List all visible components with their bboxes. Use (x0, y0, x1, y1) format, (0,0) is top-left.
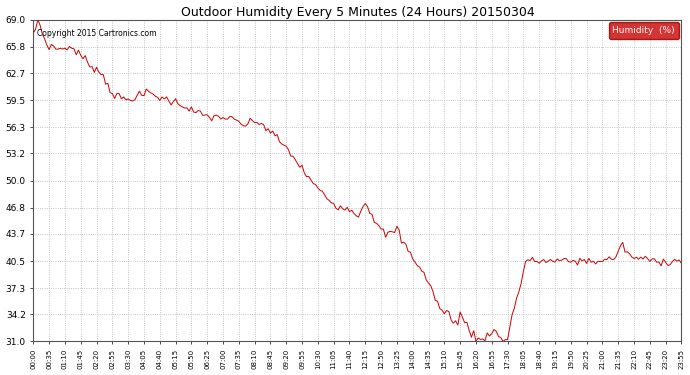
Text: Copyright 2015 Cartronics.com: Copyright 2015 Cartronics.com (37, 29, 156, 38)
Title: Outdoor Humidity Every 5 Minutes (24 Hours) 20150304: Outdoor Humidity Every 5 Minutes (24 Hou… (181, 6, 534, 18)
Legend: Humidity  (%): Humidity (%) (609, 22, 679, 39)
